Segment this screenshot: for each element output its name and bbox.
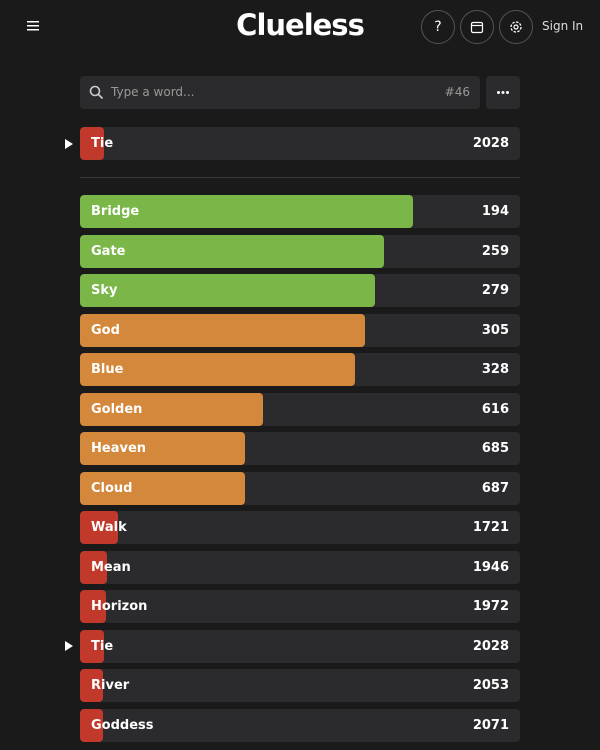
guess-bar	[80, 313, 365, 347]
guess-word: God	[91, 322, 120, 338]
current-marker	[65, 641, 73, 651]
guess-rank: 279	[481, 283, 509, 298]
guess-rank: 2071	[472, 717, 509, 733]
guess-row: Horizon 1972	[80, 590, 520, 623]
guess-bar	[80, 127, 105, 160]
guess-bar	[80, 629, 105, 663]
guess-bar	[80, 471, 245, 505]
calendar-button[interactable]	[460, 10, 494, 44]
guess-bar	[80, 511, 118, 544]
guess-row: Cloud 687	[80, 471, 520, 505]
guess-bar	[80, 234, 384, 268]
guess-row: God 305	[80, 313, 520, 347]
guess-word: Cloud	[91, 480, 133, 496]
guess-row: River 2053	[80, 669, 520, 702]
guess-word: Goddess	[91, 717, 154, 733]
guess-word: Mean	[91, 559, 131, 575]
guess-word: Sky	[91, 283, 118, 298]
guess-rank: 194	[481, 204, 509, 219]
guess-bar	[80, 195, 414, 228]
guess-rank: 616	[481, 401, 509, 417]
game-number: #46	[444, 85, 470, 99]
title: Clueless	[236, 8, 365, 42]
guess-word: Walk	[91, 520, 127, 535]
guess-row: Sky 279	[80, 274, 520, 307]
guess-word: Tie	[91, 136, 114, 151]
guess-rank: 1946	[472, 559, 509, 575]
search-icon	[89, 85, 104, 100]
guess-rank: 687	[481, 480, 509, 496]
guess-bar	[80, 432, 246, 465]
guess-row: Bridge 194	[80, 195, 520, 228]
guess-word: Golden	[91, 401, 143, 417]
menu-icon[interactable]	[27, 20, 41, 32]
help-button[interactable]: ?	[421, 10, 455, 44]
guess-bar	[80, 353, 356, 386]
settings-icon	[510, 21, 522, 33]
guess-row: Heaven 685	[80, 432, 520, 465]
calendar-icon	[470, 21, 484, 34]
more-icon	[497, 91, 509, 94]
guess-rank: 2053	[472, 678, 509, 693]
guess-bar	[80, 669, 104, 702]
guess-row: Tie 2028	[80, 127, 520, 160]
guess-bar	[80, 550, 108, 584]
settings-button[interactable]	[499, 10, 533, 44]
guess-word: Tie	[91, 638, 114, 654]
guess-row: Goddess 2071	[80, 708, 520, 742]
guess-word: Gate	[91, 243, 126, 259]
sign-in[interactable]: Sign In	[542, 19, 584, 33]
guess-rank: 1721	[472, 520, 509, 535]
guess-rank: 1972	[472, 599, 509, 614]
guess-row: Blue 328	[80, 353, 520, 386]
guess-rank: 685	[481, 441, 509, 456]
guess-row: Mean 1946	[80, 550, 520, 584]
more-button[interactable]	[486, 76, 520, 109]
guess-word: Horizon	[91, 599, 148, 614]
search-placeholder: Type a word...	[111, 85, 195, 99]
guess-row: Golden 616	[80, 392, 520, 426]
help-label: ?	[434, 19, 442, 35]
guess-word: Heaven	[91, 441, 147, 456]
guess-word: Blue	[91, 362, 124, 377]
current-marker	[65, 138, 73, 149]
guess-rank: 305	[481, 322, 509, 338]
guess-rank: 259	[481, 243, 509, 259]
guess-rank: 2028	[472, 136, 509, 151]
guess-rank: 2028	[472, 638, 509, 654]
guess-word: River	[91, 678, 130, 693]
guess-row: Tie 2028	[80, 629, 520, 663]
guess-bar	[80, 392, 263, 426]
guess-bar	[80, 274, 376, 307]
separator	[80, 177, 520, 178]
guess-row: Walk 1721	[80, 511, 520, 544]
search-box[interactable]: Type a word... #46	[80, 76, 480, 109]
guess-bar	[80, 708, 103, 742]
guess-rank: 328	[481, 362, 509, 377]
guess-word: Bridge	[91, 204, 140, 219]
guess-row: Gate 259	[80, 234, 520, 268]
guess-bar	[80, 590, 107, 623]
